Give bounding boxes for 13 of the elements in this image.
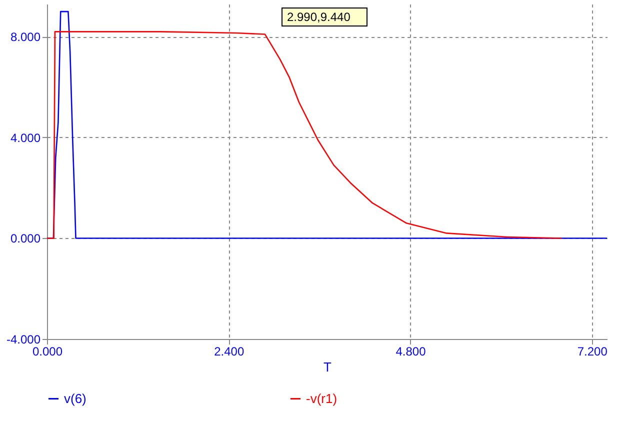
legend-label: -v(r1) xyxy=(306,390,338,406)
legend-label: v(6) xyxy=(64,390,86,406)
y-tick-label: -4.000 xyxy=(6,332,41,346)
x-tick-label: 4.800 xyxy=(396,344,426,358)
y-tick-label: 0.000 xyxy=(10,232,41,246)
line-series xyxy=(47,31,562,239)
y-tick-label: 4.000 xyxy=(10,130,41,145)
x-axis-title: T xyxy=(324,360,332,374)
annotation: 2.990,9.440 xyxy=(287,10,351,24)
y-tick-label: 8.000 xyxy=(10,30,41,44)
x-tick-label: 2.400 xyxy=(214,344,244,358)
x-tick-label: 0.000 xyxy=(32,344,63,358)
x-tick-label: 7.200 xyxy=(577,344,608,358)
